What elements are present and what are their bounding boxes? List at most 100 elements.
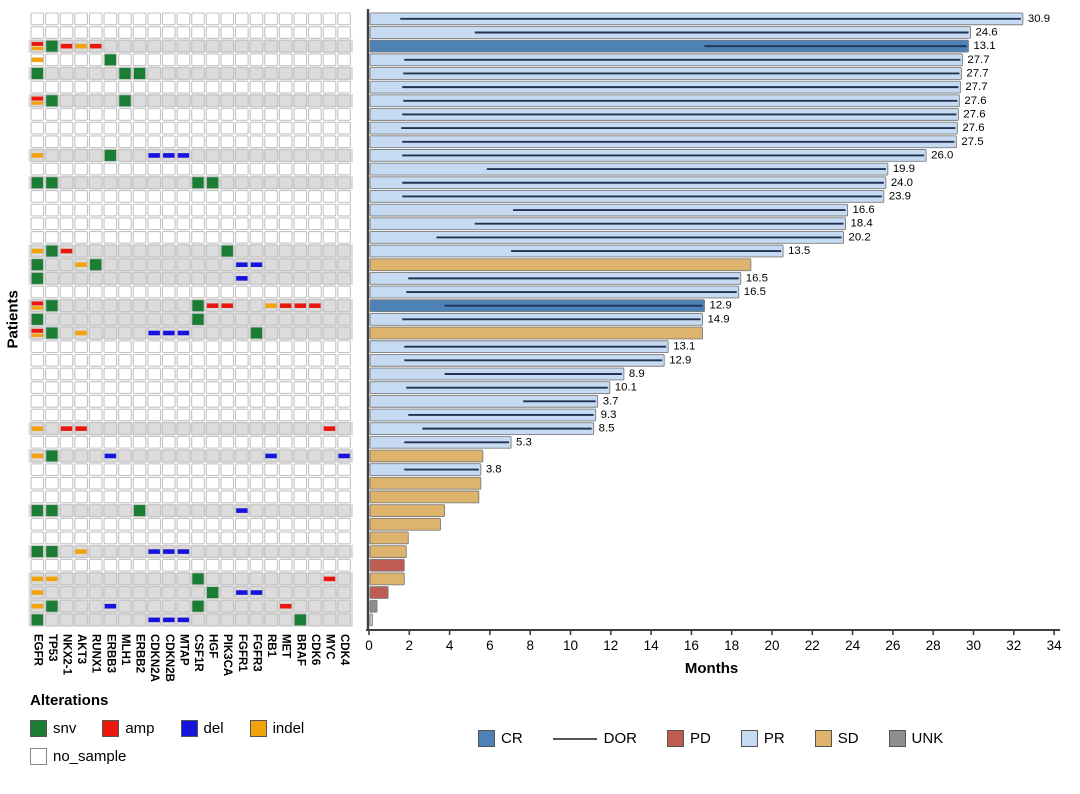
oncoprint-cell (191, 244, 205, 258)
oncoprint-mark-snv (46, 450, 58, 462)
oncoprint-cell (74, 258, 88, 272)
oncoprint-cell (132, 381, 147, 395)
oncoprint-cell (30, 203, 45, 217)
oncoprint-cell (293, 80, 308, 94)
oncoprint-cell (147, 531, 162, 545)
oncoprint-cell (278, 217, 293, 231)
oncoprint-cell (176, 299, 191, 313)
oncoprint-cell (147, 285, 162, 299)
oncoprint-mark-amp (323, 426, 336, 431)
oncoprint-cell (293, 53, 308, 67)
oncoprint-mark-snv (294, 614, 306, 626)
oncoprint-cell (337, 271, 351, 285)
oncoprint-mark-snv (46, 505, 58, 517)
oncoprint-cell (220, 381, 235, 395)
x-axis-tick-label: 18 (724, 638, 739, 653)
oncoprint-mark-indel (75, 262, 87, 268)
oncoprint-cell (337, 244, 351, 258)
oncoprint-cell (103, 312, 118, 326)
oncoprint-cell (264, 435, 278, 449)
oncoprint-cell (249, 599, 264, 613)
gene-label: TP53 (46, 634, 58, 662)
oncoprint-mark-snv (192, 177, 204, 189)
oncoprint-cell (308, 271, 322, 285)
oncoprint-cell (59, 39, 74, 53)
oncoprint-cell (176, 67, 191, 80)
oncoprint-cell (234, 299, 249, 313)
oncoprint-cell (337, 449, 351, 463)
oncoprint-cell (88, 435, 103, 449)
oncoprint-cell (161, 258, 176, 272)
oncoprint-row-stripe (28, 257, 353, 272)
x-axis-tick-label: 6 (486, 638, 494, 653)
oncoprint-cell (132, 326, 147, 340)
oncoprint-mark-indel (75, 330, 87, 336)
oncoprint-cell (30, 80, 45, 94)
oncoprint-cell (264, 476, 278, 490)
oncoprint-cell (176, 586, 191, 599)
oncoprint-cell (264, 231, 278, 244)
oncoprint-cell (278, 149, 293, 162)
oncoprint-cell (88, 422, 103, 436)
oncoprint-cell (293, 531, 308, 545)
oncoprint-mark-snv (46, 245, 58, 257)
oncoprint-mark-snv (31, 272, 44, 284)
gene-label: FGFR1 (236, 634, 248, 672)
oncoprint-cell (337, 203, 351, 217)
oncoprint-cell (132, 449, 147, 463)
oncoprint-cell (278, 176, 293, 190)
oncoprint-cell (205, 203, 220, 217)
legend-item-label: amp (125, 720, 155, 737)
gene-label: NKX2-1 (61, 634, 73, 676)
x-axis-tick-label: 34 (1047, 638, 1063, 653)
oncoprint-mark-indel (31, 101, 44, 105)
oncoprint-cell (308, 217, 322, 231)
dor-value-label: 12.9 (709, 300, 731, 312)
oncoprint-cell (176, 258, 191, 272)
oncoprint-cell (220, 558, 235, 572)
oncoprint-cell (161, 476, 176, 490)
oncoprint-mark-snv (46, 327, 58, 339)
oncoprint-cell (278, 408, 293, 422)
oncoprint-cell (293, 39, 308, 53)
oncoprint-cell (118, 39, 132, 53)
oncoprint-cell (205, 613, 220, 627)
x-axis-tick-label: 14 (644, 638, 660, 653)
oncoprint-cell (74, 340, 88, 354)
oncoprint-mark-snv (133, 67, 146, 79)
oncoprint-cell (205, 231, 220, 244)
oncoprint-cell (74, 39, 88, 53)
oncoprint-cell (118, 490, 132, 504)
x-axis-tick-label: 30 (966, 638, 981, 653)
oncoprint-cell (293, 244, 308, 258)
oncoprint-cell (161, 449, 176, 463)
oncoprint-cell (293, 271, 308, 285)
oncoprint-cell (308, 135, 322, 149)
oncoprint-cell (176, 285, 191, 299)
oncoprint-cell (88, 12, 103, 26)
oncoprint-cell (191, 258, 205, 272)
oncoprint-cell (322, 285, 337, 299)
oncoprint-cell (249, 271, 264, 285)
oncoprint-cell (264, 545, 278, 558)
oncoprint-cell (45, 108, 59, 121)
oncoprint-cell (59, 121, 74, 135)
oncoprint-cell (118, 572, 132, 586)
oncoprint-mark-snv (119, 95, 131, 107)
oncoprint-cell (264, 408, 278, 422)
oncoprint-cell (45, 258, 59, 272)
oncoprint-cell (132, 162, 147, 176)
oncoprint-cell (74, 231, 88, 244)
oncoprint-cell (59, 367, 74, 381)
oncoprint-cell (176, 517, 191, 531)
oncoprint-cell (74, 504, 88, 517)
oncoprint-cell (45, 217, 59, 231)
oncoprint-cell (118, 326, 132, 340)
cr-swatch-icon (478, 730, 495, 747)
oncoprint-cell (161, 422, 176, 436)
oncoprint-cell (161, 203, 176, 217)
oncoprint-cell (74, 176, 88, 190)
oncoprint-cell (30, 463, 45, 476)
swimmer-bar-sd (369, 504, 446, 517)
oncoprint-cell (74, 545, 88, 558)
